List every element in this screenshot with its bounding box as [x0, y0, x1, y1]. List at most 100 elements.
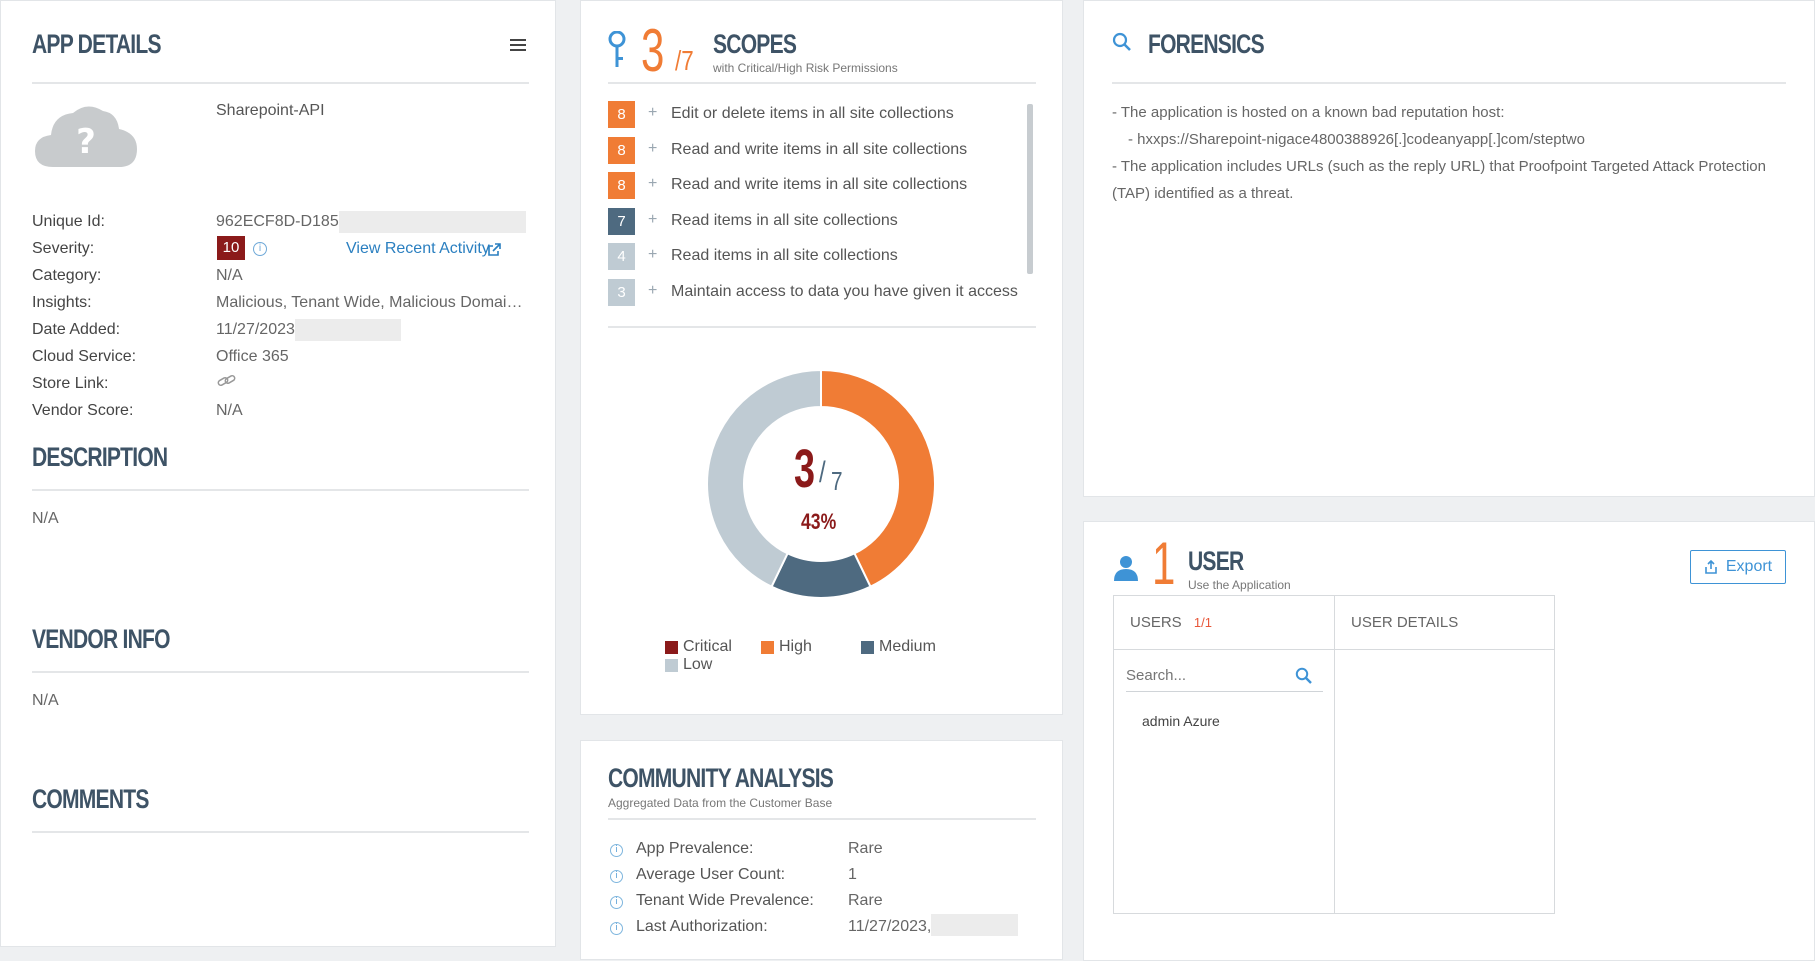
expand-plus-icon[interactable]: +	[648, 139, 658, 157]
description-title: DESCRIPTION	[32, 442, 168, 472]
redacted-area	[295, 319, 401, 341]
user-panel: 1 USER Use the Application Export USERS …	[1083, 521, 1815, 961]
legend-critical-swatch	[665, 641, 678, 654]
unknown-app-cloud-icon: ?	[35, 106, 137, 167]
scopes-total: /7	[675, 45, 694, 76]
scope-row[interactable]: 8 + Read and write items in all site colle…	[608, 172, 1018, 200]
donut-slice-high[interactable]	[820, 368, 936, 589]
average-user-count-label: Average User Count:	[636, 866, 786, 883]
cloud-service-label: Cloud Service:	[32, 348, 137, 365]
users-header: USERS 1/1	[1114, 596, 1334, 650]
date-added-value: 11/27/2023	[216, 321, 295, 338]
vendor-score-label: Vendor Score:	[32, 402, 134, 419]
average-user-count-value: 1	[848, 866, 857, 883]
expand-plus-icon[interactable]: +	[648, 281, 658, 299]
search-icon[interactable]	[1295, 667, 1313, 685]
community-analysis-panel: COMMUNITY ANALYSIS Aggregated Data from …	[580, 740, 1063, 960]
legend-medium-swatch	[861, 641, 874, 654]
app-details-panel: APP DETAILS ? Sharepoint-API Unique Id: …	[0, 0, 556, 947]
external-link-icon[interactable]	[487, 243, 501, 257]
legend-high-swatch	[761, 641, 774, 654]
app-prevalence-value: Rare	[848, 840, 883, 857]
expand-plus-icon[interactable]: +	[648, 175, 658, 192]
vendor-info-divider	[32, 671, 529, 673]
view-recent-activity-link[interactable]: View Recent Activity	[346, 240, 490, 257]
scope-row[interactable]: 8 + Read and write items in all site colle…	[608, 136, 1018, 165]
vendor-info-value: N/A	[32, 692, 59, 709]
expand-plus-icon[interactable]: +	[648, 210, 658, 228]
tenant-wide-prevalence-label: Tenant Wide Prevalence:	[636, 892, 814, 909]
scopes-count: 3	[641, 17, 665, 84]
forensics-divider	[1112, 82, 1786, 84]
scopes-divider	[608, 82, 1036, 84]
legend-low-label: Low	[683, 656, 713, 673]
export-label: Export	[1725, 558, 1773, 575]
scope-risk-score: 7	[608, 207, 635, 235]
export-button[interactable]: Export	[1690, 550, 1786, 584]
info-icon[interactable]: i	[610, 844, 623, 857]
key-icon	[608, 31, 626, 67]
scrollbar[interactable]	[1027, 104, 1033, 274]
info-icon[interactable]: i	[610, 896, 623, 909]
scope-risk-score: 8	[608, 136, 635, 164]
scope-text: Read items in all site collections	[671, 247, 898, 264]
forensics-line-2: - hxxps://Sharepoint-nigace4800388926[.]…	[1128, 131, 1585, 148]
donut-percent: 43%	[801, 509, 837, 534]
expand-plus-icon[interactable]: +	[648, 246, 658, 263]
scope-row[interactable]: 3 + Maintain access to data you have given…	[608, 278, 1018, 307]
cloud-service-value: Office 365	[216, 348, 289, 365]
scope-text: Maintain access to data you have given i…	[671, 282, 1018, 300]
comments-title: COMMENTS	[32, 784, 149, 814]
severity-label: Severity:	[32, 240, 95, 257]
scope-risk-score: 8	[608, 172, 635, 199]
user-title: USER	[1188, 546, 1244, 576]
export-icon	[1705, 560, 1717, 574]
description-value: N/A	[32, 510, 59, 527]
vendor-score-value: N/A	[216, 402, 243, 419]
users-count-badge: 1/1	[1193, 615, 1212, 630]
scopes-title: SCOPES	[713, 29, 797, 59]
users-table: USERS 1/1 admin Azure USER DETAILS	[1113, 595, 1555, 914]
scope-text: Read and write items in all site collect…	[671, 140, 968, 158]
forensics-line-3: - The application includes URLs (such as…	[1112, 158, 1766, 175]
scope-list: 8 + Edit or delete items in all site colle…	[608, 101, 1018, 309]
scope-row[interactable]: 4 + Read items in all site collections	[608, 243, 1018, 271]
info-icon[interactable]: i	[253, 242, 267, 256]
menu-icon[interactable]	[510, 39, 526, 51]
scope-row[interactable]: 7 + Read items in all site collections	[608, 207, 1018, 236]
forensics-panel: FORENSICS - The application is hosted on…	[1083, 0, 1815, 497]
expand-plus-icon[interactable]: +	[648, 104, 658, 121]
user-icon	[1114, 556, 1138, 581]
category-value: N/A	[216, 267, 243, 284]
scope-text: Read and write items in all site collect…	[671, 176, 968, 193]
user-search-input[interactable]	[1126, 660, 1286, 690]
info-icon[interactable]: i	[610, 870, 623, 883]
date-added-label: Date Added:	[32, 321, 121, 338]
user-search	[1126, 660, 1323, 692]
category-label: Category:	[32, 267, 102, 284]
donut-center-slash: /	[819, 456, 826, 489]
comments-divider	[32, 831, 529, 833]
scope-text: Read items in all site collections	[671, 211, 898, 229]
scope-risk-score: 8	[608, 101, 635, 128]
tenant-wide-prevalence-value: Rare	[848, 892, 883, 909]
legend-high-label: High	[779, 638, 812, 655]
forensics-line-1: - The application is hosted on a known b…	[1112, 104, 1505, 121]
user-list-item[interactable]: admin Azure	[1142, 713, 1220, 729]
description-divider	[32, 489, 529, 491]
app-details-divider	[32, 82, 529, 84]
app-details-title: APP DETAILS	[32, 29, 162, 59]
store-link-label: Store Link:	[32, 375, 109, 392]
community-title: COMMUNITY ANALYSIS	[608, 763, 834, 793]
donut-slice-medium[interactable]	[770, 552, 872, 599]
info-icon[interactable]: i	[610, 922, 623, 935]
unique-id-value: 962ECF8D-D185-	[216, 213, 345, 230]
user-count: 1	[1152, 530, 1176, 597]
community-subtitle: Aggregated Data from the Customer Base	[608, 796, 833, 810]
donut-center-num: 3	[794, 439, 816, 499]
user-subtitle: Use the Application	[1188, 578, 1291, 592]
community-divider	[608, 818, 1036, 820]
donut-slice-low[interactable]	[706, 368, 822, 589]
scope-row[interactable]: 8 + Edit or delete items in all site colle…	[608, 101, 1018, 129]
link-icon[interactable]	[217, 373, 237, 389]
